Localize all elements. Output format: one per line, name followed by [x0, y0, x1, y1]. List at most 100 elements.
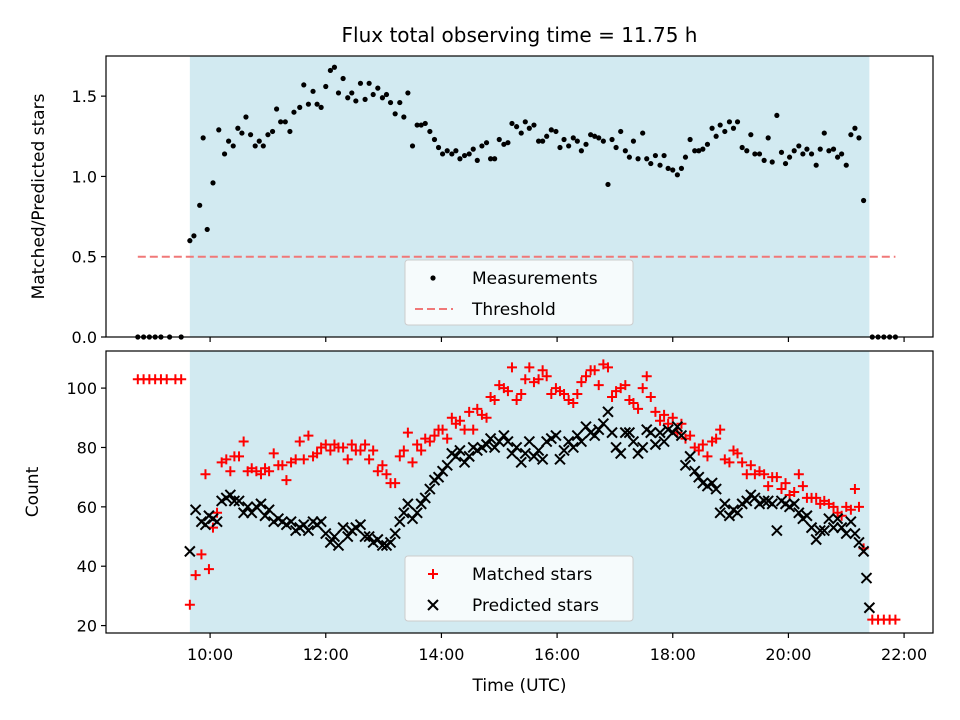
data-point	[576, 377, 587, 388]
data-point	[600, 138, 606, 144]
data-point	[362, 96, 368, 102]
data-point	[303, 430, 314, 441]
data-point	[337, 521, 349, 534]
data-point	[649, 438, 662, 451]
data-point	[191, 233, 197, 239]
bottom-panel: 20 40 60 80 100 10:00 12:00 14:00 16:00 18:00 20:0…	[23, 350, 934, 664]
data-point	[550, 429, 562, 442]
data-point	[658, 435, 670, 448]
data-point	[717, 122, 723, 128]
data-point	[684, 450, 696, 463]
data-point	[780, 478, 791, 489]
data-point	[609, 136, 615, 143]
data-point	[541, 371, 552, 382]
data-point	[496, 136, 502, 143]
data-point	[605, 181, 611, 188]
data-point	[310, 88, 316, 94]
data-point	[454, 444, 466, 457]
data-point	[424, 436, 435, 447]
data-point	[693, 445, 704, 456]
data-point	[355, 445, 366, 456]
data-point	[233, 495, 245, 507]
data-point	[328, 530, 341, 543]
data-point	[614, 447, 627, 460]
data-point	[811, 492, 822, 503]
data-point	[623, 426, 636, 439]
data-point	[558, 444, 570, 457]
data-point	[752, 151, 758, 157]
data-point	[588, 429, 601, 442]
data-point	[397, 99, 403, 106]
data-point	[578, 148, 584, 154]
data-point	[444, 148, 450, 154]
data-point	[828, 501, 839, 512]
data-point	[379, 95, 386, 101]
data-point	[268, 448, 279, 459]
data-point	[342, 530, 354, 543]
data-point	[597, 418, 610, 430]
data-point	[264, 466, 275, 477]
data-point	[372, 466, 383, 477]
data-point	[502, 435, 514, 448]
legend-label: Predicted stars	[472, 596, 599, 616]
data-point	[659, 409, 670, 420]
data-point	[252, 143, 258, 149]
data-point	[808, 151, 815, 157]
top-panel: 0.0 0.5 1.0 1.5 Matched/Predicted stars Measu…	[29, 55, 934, 347]
data-point	[349, 90, 355, 96]
data-point	[630, 138, 637, 144]
data-point	[636, 441, 649, 454]
series-predicted-stars	[184, 406, 876, 614]
data-point	[730, 125, 737, 131]
data-point	[277, 460, 288, 471]
data-point	[383, 91, 390, 98]
data-point	[481, 412, 492, 423]
y-tick-label: 100	[66, 379, 97, 398]
data-point	[281, 475, 292, 486]
legend-box	[404, 555, 634, 622]
data-point	[409, 143, 416, 149]
data-point	[570, 135, 576, 141]
data-point	[801, 510, 813, 522]
data-point	[654, 426, 666, 439]
series-measurements	[135, 64, 899, 340]
data-point	[353, 98, 359, 104]
data-point	[635, 156, 641, 162]
data-point	[714, 507, 726, 519]
data-point	[540, 138, 546, 144]
data-point	[706, 477, 718, 489]
data-point	[498, 429, 510, 442]
data-point	[524, 362, 535, 373]
data-point	[287, 128, 293, 135]
legend-marker	[428, 569, 438, 579]
y-tick-label: 80	[77, 438, 97, 457]
data-point	[325, 445, 336, 456]
x-tick-label: 12:00	[303, 645, 349, 664]
data-point	[650, 406, 661, 417]
data-point	[359, 530, 371, 543]
data-point	[228, 495, 241, 507]
data-point	[226, 138, 232, 144]
data-point	[559, 389, 570, 400]
data-point	[255, 498, 267, 510]
data-point	[697, 439, 708, 450]
data-point	[269, 128, 276, 135]
data-point	[581, 371, 592, 382]
data-point	[748, 132, 754, 138]
data-point	[774, 112, 780, 119]
data-point	[446, 412, 457, 423]
data-point	[520, 374, 531, 385]
data-point	[678, 165, 685, 171]
data-point	[769, 159, 775, 165]
data-point	[389, 527, 401, 540]
y-tick-label: 40	[77, 557, 97, 576]
data-point	[655, 415, 666, 426]
data-point	[853, 501, 864, 512]
data-point	[515, 456, 527, 469]
data-point	[224, 489, 237, 501]
data-point	[723, 510, 736, 522]
data-point	[572, 389, 583, 400]
data-point	[429, 430, 440, 441]
plot-frame	[105, 350, 934, 634]
